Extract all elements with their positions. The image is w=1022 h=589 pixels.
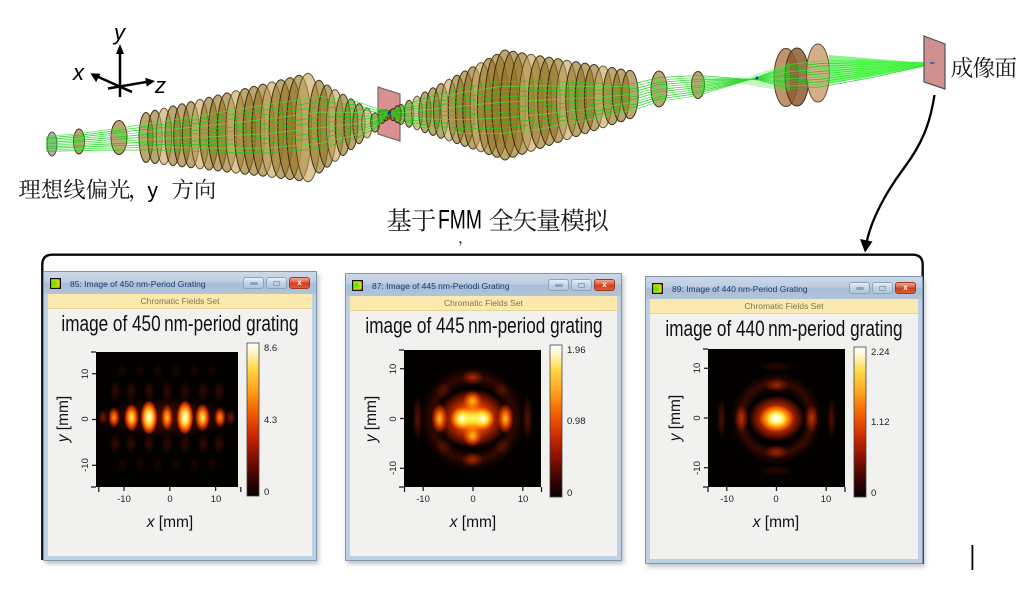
svg-text:0: 0 — [692, 415, 703, 420]
svg-text:0: 0 — [773, 494, 778, 505]
svg-text:x [mm]: x [mm] — [146, 514, 194, 531]
svg-text:-10: -10 — [720, 494, 734, 505]
svg-text:y [mm]: y [mm] — [363, 396, 380, 444]
svg-text:-10: -10 — [692, 461, 703, 475]
svg-text:8.6: 8.6 — [264, 343, 277, 354]
svg-text:10: 10 — [211, 494, 222, 505]
svg-text:-10: -10 — [388, 461, 399, 475]
svg-text:y [mm]: y [mm] — [55, 396, 72, 444]
svg-text:10: 10 — [518, 494, 529, 505]
svg-text:4.3: 4.3 — [264, 415, 277, 426]
svg-text:10: 10 — [80, 369, 91, 380]
svg-text:0.98: 0.98 — [567, 416, 586, 427]
svg-text:-10: -10 — [80, 458, 91, 472]
svg-text:1.96: 1.96 — [567, 345, 586, 356]
svg-text:y: y — [148, 180, 159, 203]
svg-text:0: 0 — [871, 488, 876, 499]
svg-text:2.24: 2.24 — [871, 347, 890, 358]
svg-text:-10: -10 — [117, 494, 131, 505]
svg-text:x [mm]: x [mm] — [449, 514, 497, 531]
svg-text:10: 10 — [388, 364, 399, 375]
svg-text:FMM: FMM — [438, 205, 482, 235]
svg-text:10: 10 — [821, 494, 832, 505]
svg-text:0: 0 — [470, 494, 475, 505]
svg-text:0: 0 — [264, 487, 269, 498]
svg-text:y: y — [112, 20, 127, 45]
svg-text:x: x — [72, 60, 85, 85]
svg-text:0: 0 — [567, 488, 572, 499]
svg-text:y [mm]: y [mm] — [667, 395, 684, 443]
svg-text:0: 0 — [167, 494, 172, 505]
svg-text:0: 0 — [80, 416, 91, 421]
svg-text:1.12: 1.12 — [871, 417, 890, 428]
svg-text:z: z — [154, 73, 166, 98]
svg-text:0: 0 — [388, 416, 399, 421]
svg-text:x [mm]: x [mm] — [752, 514, 800, 531]
svg-text:10: 10 — [692, 363, 703, 374]
svg-text:-10: -10 — [416, 494, 430, 505]
